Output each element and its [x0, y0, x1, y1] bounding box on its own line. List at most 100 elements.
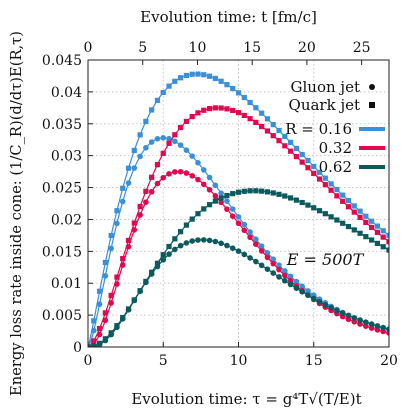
series-point: [357, 214, 363, 220]
series-point: [88, 344, 91, 347]
series-point: [293, 278, 300, 285]
series-point: [90, 327, 97, 334]
x-tick-label: 5: [159, 353, 168, 369]
series-point: [386, 232, 389, 238]
series-point: [299, 159, 305, 165]
series-point: [287, 139, 294, 146]
series-point: [305, 157, 311, 164]
series-point: [253, 258, 259, 265]
series-point: [108, 232, 114, 239]
series-point: [160, 257, 167, 263]
series-point: [114, 324, 120, 331]
series-point: [305, 165, 311, 171]
series-point: [125, 243, 132, 250]
series-point: [311, 163, 317, 170]
series-point: [328, 181, 334, 187]
series-point: [363, 323, 369, 329]
series-point: [201, 107, 207, 113]
y-tick-label: 0.015: [42, 244, 82, 260]
series-point: [345, 204, 352, 210]
series-point: [154, 97, 161, 103]
series-point: [282, 272, 288, 279]
series-point: [131, 297, 138, 304]
series-point: [282, 277, 288, 284]
series-point: [241, 94, 247, 101]
series-point: [276, 266, 282, 273]
series-point: [200, 167, 207, 173]
series-point: [160, 150, 166, 156]
series-point: [351, 318, 358, 325]
series-point: [253, 236, 259, 243]
series-point: [264, 250, 271, 256]
series-point: [166, 243, 172, 250]
series-point: [230, 191, 236, 197]
series-point: [357, 321, 363, 327]
series-point: [108, 245, 114, 252]
series-point: [96, 288, 103, 294]
series-point: [386, 326, 389, 332]
series-point: [322, 182, 328, 188]
series-point: [172, 169, 178, 175]
series-point: [310, 295, 317, 302]
series-point: [368, 325, 375, 331]
series-point: [270, 270, 277, 276]
series-point: [143, 199, 149, 206]
series-point: [137, 132, 143, 138]
legend-label: 0.62: [319, 158, 352, 176]
series-point: [259, 188, 265, 194]
series-point: [247, 255, 253, 261]
series-point: [119, 198, 126, 205]
series-point: [235, 110, 242, 116]
series-point: [363, 213, 369, 219]
series-point: [357, 317, 363, 323]
series-point: [299, 199, 305, 206]
legend-label: Gluon jet: [291, 78, 360, 96]
series-point: [380, 228, 386, 234]
series-point: [114, 281, 120, 287]
series-point: [212, 193, 219, 199]
legend-label: 0.32: [319, 139, 352, 157]
series-point: [369, 237, 375, 243]
x2-tick-label: 5: [138, 40, 147, 56]
y-tick-label: 0.02: [51, 212, 82, 228]
series-point: [206, 174, 213, 181]
series-point: [212, 238, 219, 245]
series-point: [212, 105, 218, 111]
series-point: [380, 324, 387, 331]
series-point: [148, 271, 155, 277]
y-tick-label: 0.035: [42, 117, 82, 133]
series-point: [102, 337, 109, 344]
series-point: [143, 144, 149, 151]
series-point: [351, 315, 358, 321]
series-point: [178, 229, 184, 235]
series-point: [305, 292, 311, 298]
series-point: [351, 227, 357, 233]
series-5: [88, 237, 389, 347]
series-point: [172, 246, 178, 253]
series-point: [328, 187, 334, 193]
series-point: [96, 341, 103, 347]
series-point: [166, 171, 172, 177]
series-point: [201, 72, 207, 78]
series-point: [264, 266, 271, 272]
x-tick-label: 20: [380, 353, 398, 369]
series-point: [120, 255, 126, 262]
series-point: [322, 301, 329, 308]
series-point: [206, 237, 213, 244]
series-point: [305, 202, 311, 208]
series-point: [380, 244, 386, 250]
y-tick-label: 0.045: [42, 53, 82, 69]
series-point: [131, 227, 138, 233]
series-point: [90, 343, 97, 347]
series-point: [247, 234, 253, 241]
series-point: [125, 180, 132, 186]
series-point: [374, 240, 381, 246]
x-tick-label: 15: [305, 353, 323, 369]
series-point: [287, 281, 294, 288]
series-point: [206, 186, 213, 193]
series-point: [189, 153, 195, 159]
y-tick-label: 0.005: [42, 308, 82, 324]
series-point: [287, 273, 294, 280]
